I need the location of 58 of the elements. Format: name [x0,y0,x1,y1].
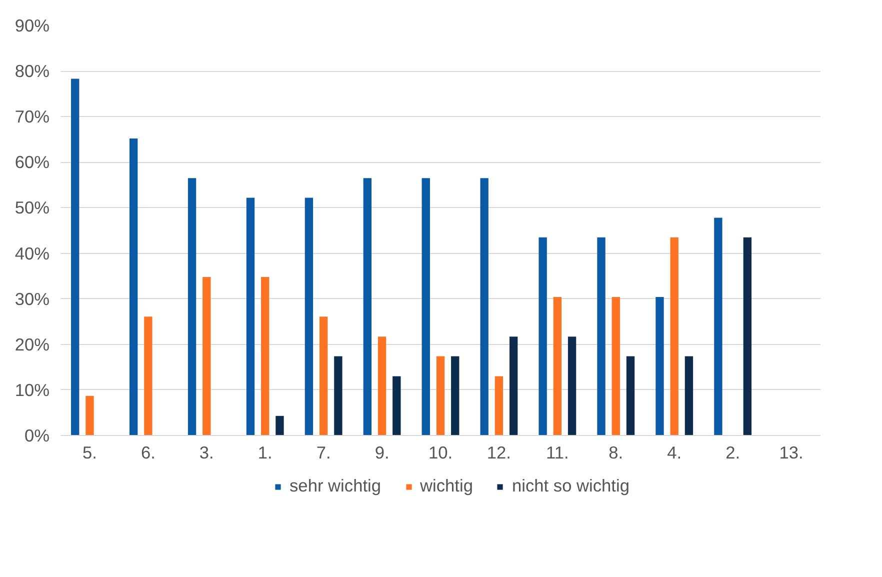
x-tick-label: 13. [779,442,804,462]
bar [553,297,562,436]
bar [422,178,430,436]
x-tick-label: 9. [374,442,390,462]
y-tick-label: 10% [14,380,50,400]
bar [86,396,94,436]
bar [480,178,488,436]
bar [246,198,255,436]
x-tick-label: 4. [667,442,682,462]
x-tick-label: 7. [316,442,331,462]
bar [188,178,196,436]
bar [378,336,386,436]
legend-label: sehr wichtig [290,476,382,496]
y-tick-label: 50% [14,198,50,218]
x-tick-label: 12. [486,442,512,462]
bar [319,316,328,436]
bar [334,356,342,436]
x-tick-label: 10. [428,442,453,462]
bar [451,356,460,436]
x-tick-label: 5. [82,442,97,462]
bar [363,178,372,436]
y-tick-label: 80% [14,61,50,82]
bar [612,297,620,436]
x-tick-label: 3. [199,442,214,462]
legend-label: wichtig [420,476,473,496]
bar [261,276,270,436]
bar [304,198,314,436]
bar [670,237,678,436]
bar [656,297,664,436]
y-tick-label: 20% [14,334,50,354]
bar [276,416,284,436]
bar [392,376,401,436]
bar [71,78,80,436]
bar [494,376,504,436]
bar [144,316,152,436]
bar [568,336,576,436]
bar [626,356,635,436]
bar [538,237,547,436]
y-tick-label: 40% [14,243,50,264]
x-tick-label: 6. [140,442,156,462]
bar [714,218,722,436]
legend-label: nicht so wichtig [512,476,630,496]
bar [509,336,518,436]
bar [436,356,445,436]
bar [743,237,752,436]
y-tick-label: 70% [14,106,50,127]
bar [202,276,211,436]
y-tick-label: 0% [24,426,50,446]
x-tick-label: 2. [726,442,740,462]
bar [597,237,606,436]
bar [129,138,138,436]
y-tick-label: 30% [14,288,50,309]
bar [684,356,694,436]
y-tick-label: 60% [14,152,50,172]
x-tick-label: 1. [258,442,272,462]
x-tick-label: 11. [546,442,569,462]
x-tick-label: 8. [608,442,624,462]
y-tick-label: 90% [14,16,50,36]
